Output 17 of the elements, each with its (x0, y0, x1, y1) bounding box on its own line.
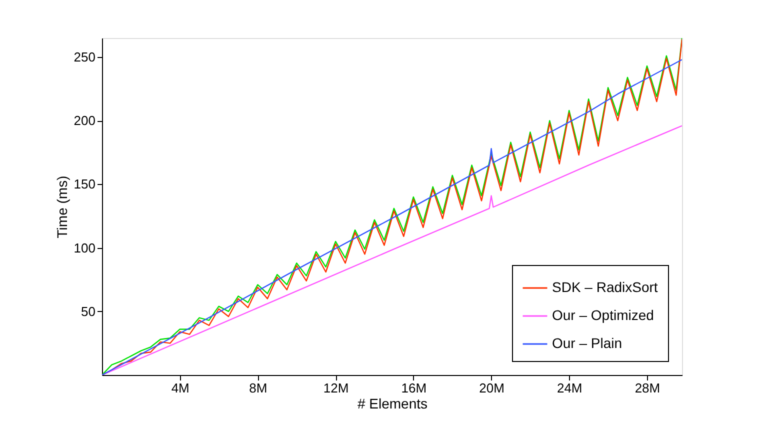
y-tick-label: 50 (81, 304, 96, 319)
x-tick-label: 4M (171, 380, 190, 396)
x-tick-label: 12M (323, 380, 349, 396)
y-tick-label: 250 (74, 50, 96, 65)
x-tick-label: 8M (249, 380, 268, 396)
y-tick-label: 150 (74, 176, 96, 192)
y-axis-title: Time (ms) (54, 176, 70, 238)
x-tick-label: 28M (634, 380, 660, 396)
legend-label: Our – Optimized (552, 307, 654, 323)
legend-label: SDK – RadixSort (552, 279, 658, 295)
x-tick-label: 20M (479, 380, 504, 396)
x-tick-label: 16M (401, 380, 427, 396)
legend-label: Our – Plain (552, 335, 622, 351)
y-tick-label: 100 (74, 240, 96, 256)
x-axis-title: # Elements (357, 396, 428, 412)
x-tick-label: 24M (556, 380, 582, 396)
y-tick-label: 200 (74, 113, 96, 128)
